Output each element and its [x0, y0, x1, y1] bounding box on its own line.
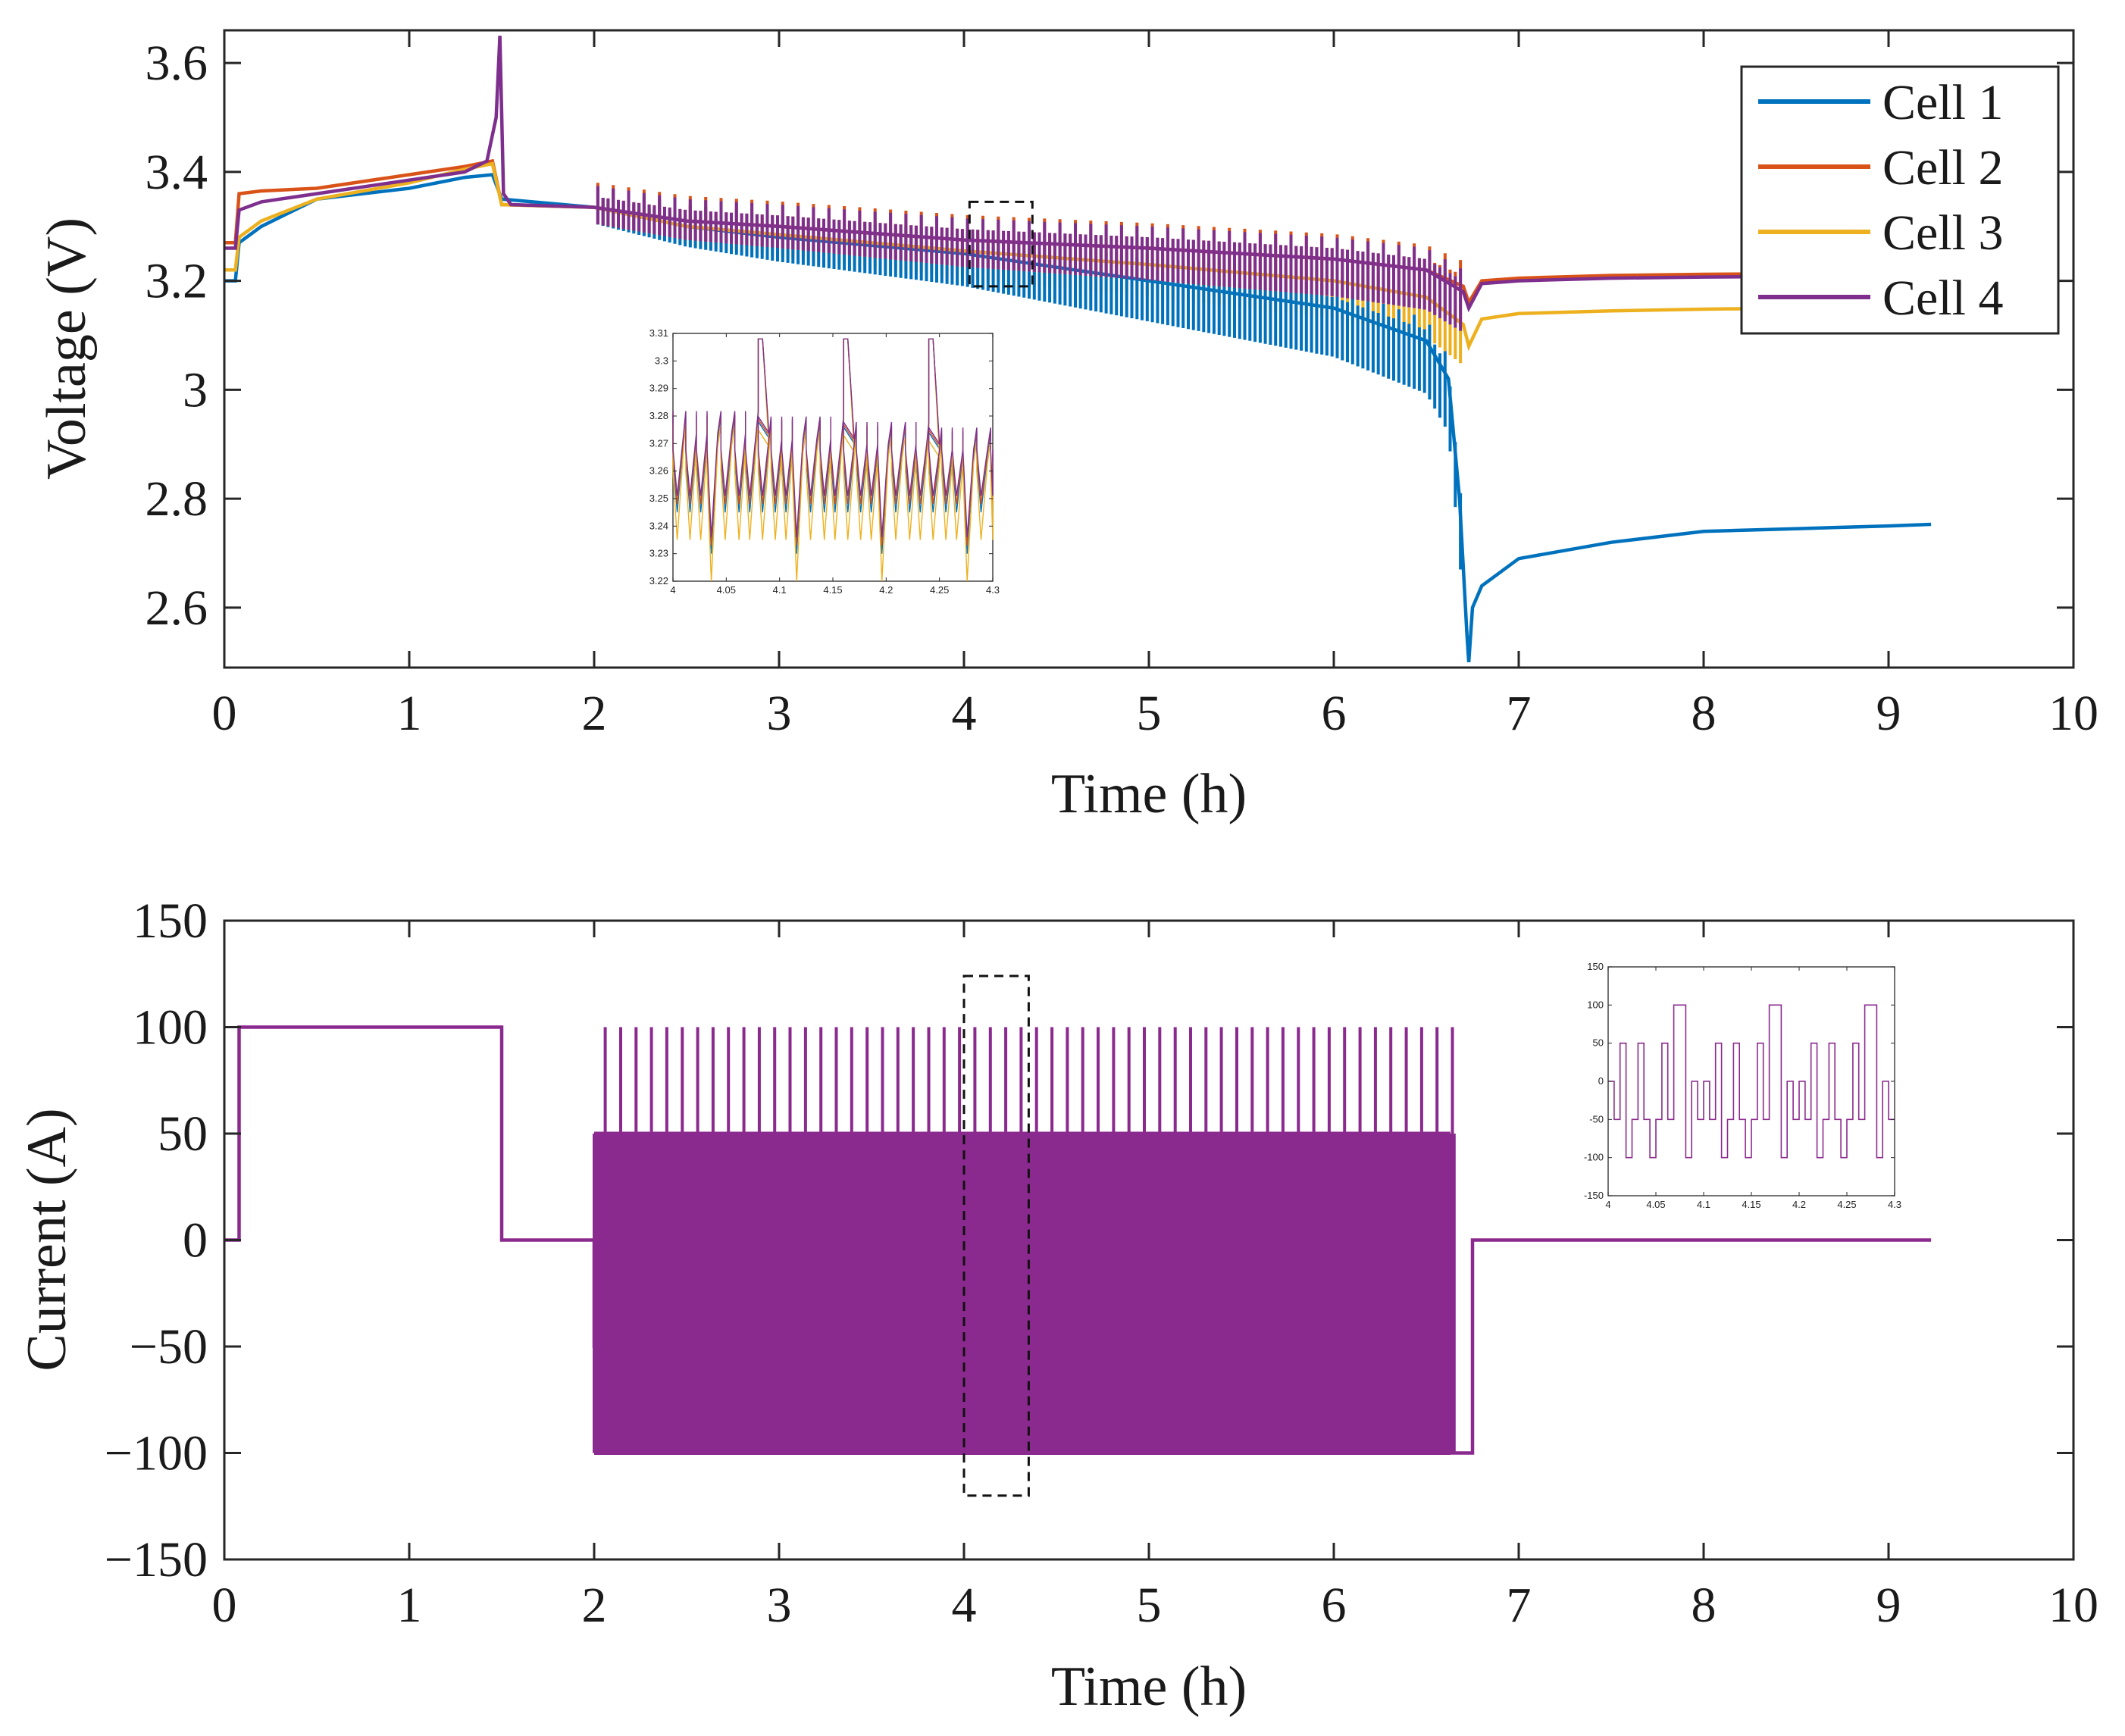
- current-x-tick-label: 0: [212, 1578, 237, 1633]
- current-y-tick-label: 50: [158, 1106, 208, 1162]
- current-y-axis-title: Current (A): [16, 1108, 78, 1371]
- voltage-line-cell-1: [224, 173, 1932, 662]
- voltage-inset-x-tick-label: 4.3: [986, 584, 1000, 596]
- current-inset-series-group: [1608, 1004, 1895, 1159]
- voltage-inset-y-tick-label: 3.23: [649, 548, 668, 559]
- current-x-tick-label: 7: [1507, 1578, 1532, 1633]
- current-inset-y-tick-label: -50: [1589, 1113, 1604, 1124]
- voltage-chart: 0 1 2 3 4 5 6 7 8 9 10 2.6 2.8 3 3.2 3.4 3.6 Time (h) V…: [36, 29, 2098, 825]
- current-y-tick-label: −100: [105, 1426, 208, 1481]
- current-inset-x-tick-label: 4.3: [1888, 1199, 1901, 1210]
- voltage-x-tick-label: 7: [1507, 686, 1532, 741]
- voltage-inset-y-tick-label: 3.31: [649, 327, 668, 339]
- current-inset-box: [1607, 966, 1895, 1196]
- voltage-y-axis-title: Voltage (V): [36, 217, 98, 480]
- current-y-axis: −150 −100 −50 0 50 100 150: [105, 893, 2073, 1587]
- voltage-y-tick-label: 3: [183, 362, 208, 418]
- voltage-inset-x-tick-label: 4.05: [717, 584, 736, 596]
- current-inset-line: [1608, 1004, 1895, 1159]
- legend-label-cell-4: Cell 4: [1882, 271, 2004, 326]
- voltage-inset-x-tick-label: 4.25: [930, 584, 949, 596]
- voltage-inset-y-tick-label: 3.26: [649, 465, 668, 477]
- voltage-inset-y-tick-label: 3.27: [649, 437, 668, 449]
- voltage-inset-x-tick-label: 4.1: [773, 584, 787, 596]
- current-y-tick-label: −50: [130, 1319, 208, 1375]
- current-y-tick-label: 150: [133, 893, 208, 949]
- current-inset-x-tick-label: 4.15: [1742, 1199, 1760, 1210]
- voltage-zoom-box: [968, 200, 1034, 288]
- current-zoom-box: [962, 974, 1030, 1497]
- voltage-pulses-cell-4: [596, 186, 1463, 331]
- current-x-tick-label: 9: [1876, 1578, 1901, 1633]
- current-y-tick-label: 100: [133, 1000, 208, 1056]
- legend-label-cell-1: Cell 1: [1882, 75, 2004, 130]
- current-x-tick-label: 2: [582, 1578, 607, 1633]
- current-y-tick-label: −150: [105, 1532, 208, 1587]
- current-inset-y-tick-label: 100: [1587, 999, 1604, 1010]
- current-x-tick-label: 8: [1692, 1578, 1717, 1633]
- voltage-x-axis: 0 1 2 3 4 5 6 7 8 9 10: [212, 30, 2098, 741]
- current-series-group: [224, 1025, 1932, 1455]
- current-inset-y-tick-label: -100: [1584, 1152, 1604, 1163]
- current-inset-y-tick-label: 150: [1587, 961, 1604, 972]
- current-inset-y-tick-label: -150: [1584, 1190, 1604, 1201]
- current-x-tick-label: 6: [1322, 1578, 1347, 1633]
- legend-label-cell-2: Cell 2: [1882, 140, 2004, 195]
- legend-label-cell-3: Cell 3: [1882, 205, 2004, 261]
- voltage-x-tick-label: 2: [582, 686, 607, 741]
- current-x-tick-label: 5: [1137, 1578, 1162, 1633]
- current-inset-x-tick-label: 4: [1605, 1199, 1610, 1210]
- current-inset-axes: 4 4.05 4.1 4.15 4.2 4.25 4.3 -150 -100 -50 0 50 100 1…: [1584, 961, 1901, 1210]
- current-x-axis-title: Time (h): [1051, 1656, 1247, 1718]
- current-x-tick-label: 10: [2048, 1578, 2098, 1633]
- voltage-pulse-group: [596, 183, 1463, 570]
- current-inset-x-tick-label: 4.2: [1792, 1199, 1806, 1210]
- voltage-inset-x-tick-label: 4.2: [879, 584, 893, 596]
- voltage-x-tick-label: 3: [767, 686, 792, 741]
- current-inset-chart: 4 4.05 4.1 4.15 4.2 4.25 4.3 -150 -100 -50 0 50 100 1…: [1584, 961, 1901, 1210]
- voltage-x-tick-label: 1: [397, 686, 422, 741]
- voltage-inset-chart: 4 4.05 4.1 4.15 4.2 4.25 4.3 3.22 3.23 3.24 3.25 3.…: [649, 327, 1000, 596]
- voltage-x-tick-label: 4: [952, 686, 977, 741]
- current-inset-y-tick-label: 50: [1593, 1037, 1604, 1049]
- voltage-x-tick-label: 0: [212, 686, 237, 741]
- voltage-x-tick-label: 6: [1322, 686, 1347, 741]
- voltage-inset-axes: 4 4.05 4.1 4.15 4.2 4.25 4.3 3.22 3.23 3.24 3.25 3.…: [649, 327, 1000, 596]
- voltage-y-tick-label: 2.8: [146, 471, 208, 527]
- current-y-tick-label: 0: [183, 1213, 208, 1268]
- voltage-inset-y-tick-label: 3.29: [649, 383, 668, 394]
- voltage-x-tick-label: 9: [1876, 686, 1901, 741]
- voltage-inset-y-tick-label: 3.28: [649, 410, 668, 421]
- voltage-inset-x-tick-label: 4.15: [823, 584, 842, 596]
- current-x-tick-label: 4: [952, 1578, 977, 1633]
- current-x-tick-label: 3: [767, 1578, 792, 1633]
- voltage-x-tick-label: 10: [2048, 686, 2098, 741]
- current-inset-x-tick-label: 4.1: [1697, 1199, 1710, 1210]
- voltage-y-axis: 2.6 2.8 3 3.2 3.4 3.6: [146, 36, 2073, 636]
- voltage-inset-x-tick-label: 4: [670, 584, 675, 596]
- voltage-inset-y-tick-label: 3.24: [649, 520, 668, 531]
- current-pulses-50a: [593, 1134, 1456, 1453]
- voltage-y-tick-label: 3.6: [146, 36, 208, 91]
- voltage-inset-series-group: [672, 338, 994, 582]
- voltage-y-tick-label: 3.4: [146, 145, 208, 200]
- voltage-inset-y-tick-label: 3.22: [649, 575, 668, 586]
- current-inset-x-tick-label: 4.25: [1837, 1199, 1856, 1210]
- current-chart: 0 1 2 3 4 5 6 7 8 9 10 −150 −100 −50 0 50 100 150 Time (…: [16, 893, 2098, 1718]
- current-inset-y-tick-label: 0: [1598, 1075, 1604, 1087]
- voltage-y-tick-label: 2.6: [146, 580, 208, 636]
- voltage-x-tick-label: 5: [1137, 686, 1162, 741]
- voltage-inset-y-tick-label: 3.25: [649, 493, 668, 504]
- voltage-inset-y-tick-label: 3.3: [655, 355, 668, 366]
- voltage-x-tick-label: 8: [1692, 686, 1717, 741]
- legend-box: [1740, 65, 2060, 335]
- legend: Cell 1 Cell 2 Cell 3 Cell 4: [1740, 65, 2060, 335]
- current-x-axis: 0 1 2 3 4 5 6 7 8 9 10: [212, 921, 2098, 1633]
- current-x-tick-label: 1: [397, 1578, 422, 1633]
- voltage-y-tick-label: 3.2: [146, 254, 208, 309]
- voltage-x-axis-title: Time (h): [1051, 763, 1247, 825]
- voltage-inset-line-cell-4: [672, 338, 994, 537]
- current-inset-x-tick-label: 4.05: [1646, 1199, 1665, 1210]
